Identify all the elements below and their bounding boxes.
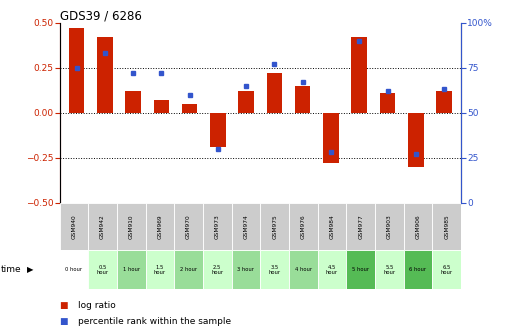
Text: 6.5
hour: 6.5 hour (441, 265, 453, 275)
Bar (318, 250, 347, 289)
Bar (210, 113, 226, 147)
Text: 3 hour: 3 hour (237, 267, 254, 272)
Bar (174, 250, 203, 289)
Text: GDS39 / 6286: GDS39 / 6286 (60, 10, 141, 23)
Bar (404, 250, 433, 289)
Text: GSM977: GSM977 (358, 214, 363, 239)
Text: GSM903: GSM903 (387, 214, 392, 239)
Bar (433, 250, 461, 289)
Text: GSM975: GSM975 (272, 214, 277, 239)
Text: 5.5
hour: 5.5 hour (383, 265, 395, 275)
Bar (375, 203, 404, 250)
Bar (69, 28, 84, 113)
Text: time: time (1, 265, 22, 274)
Bar (60, 203, 88, 250)
Text: 6 hour: 6 hour (409, 267, 426, 272)
Bar (404, 203, 433, 250)
Bar (375, 250, 404, 289)
Text: ■: ■ (60, 317, 68, 326)
Text: 0 hour: 0 hour (65, 267, 82, 272)
Text: 2 hour: 2 hour (180, 267, 197, 272)
Bar (323, 113, 339, 163)
Bar (318, 203, 347, 250)
Text: GSM970: GSM970 (186, 214, 191, 239)
Bar (146, 203, 174, 250)
Text: 5 hour: 5 hour (352, 267, 369, 272)
Bar (260, 203, 289, 250)
Text: 1.5
hour: 1.5 hour (154, 265, 166, 275)
Bar (153, 100, 169, 113)
Bar (433, 203, 461, 250)
Bar (117, 250, 146, 289)
Bar (97, 37, 112, 113)
Bar (380, 93, 395, 113)
Bar (117, 203, 146, 250)
Text: ■: ■ (60, 301, 68, 310)
Text: GSM906: GSM906 (415, 214, 421, 239)
Bar (267, 73, 282, 113)
Bar (352, 37, 367, 113)
Text: GSM976: GSM976 (301, 214, 306, 239)
Bar (203, 250, 232, 289)
Bar (232, 250, 260, 289)
Text: GSM985: GSM985 (444, 214, 449, 239)
Text: GSM942: GSM942 (100, 214, 105, 239)
Bar (232, 203, 260, 250)
Bar (88, 203, 117, 250)
Bar (289, 250, 318, 289)
Bar (436, 91, 452, 113)
Bar (260, 250, 289, 289)
Text: GSM969: GSM969 (157, 214, 163, 239)
Text: log ratio: log ratio (78, 301, 116, 310)
Text: GSM973: GSM973 (215, 214, 220, 239)
Text: GSM984: GSM984 (329, 214, 335, 239)
Text: 0.5
hour: 0.5 hour (96, 265, 109, 275)
Bar (182, 104, 197, 113)
Text: GSM974: GSM974 (243, 214, 249, 239)
Text: 3.5
hour: 3.5 hour (268, 265, 281, 275)
Bar (295, 86, 310, 113)
Bar (125, 91, 141, 113)
Bar (174, 203, 203, 250)
Text: 4 hour: 4 hour (295, 267, 312, 272)
Bar (60, 250, 88, 289)
Text: GSM910: GSM910 (129, 214, 134, 239)
Bar (347, 203, 375, 250)
Text: GSM940: GSM940 (71, 214, 77, 239)
Text: 1 hour: 1 hour (123, 267, 140, 272)
Bar (408, 113, 424, 167)
Text: 2.5
hour: 2.5 hour (211, 265, 223, 275)
Text: 4.5
hour: 4.5 hour (326, 265, 338, 275)
Text: percentile rank within the sample: percentile rank within the sample (78, 317, 231, 326)
Text: ▶: ▶ (27, 265, 33, 274)
Bar (347, 250, 375, 289)
Bar (238, 91, 254, 113)
Bar (289, 203, 318, 250)
Bar (88, 250, 117, 289)
Bar (203, 203, 232, 250)
Bar (146, 250, 174, 289)
